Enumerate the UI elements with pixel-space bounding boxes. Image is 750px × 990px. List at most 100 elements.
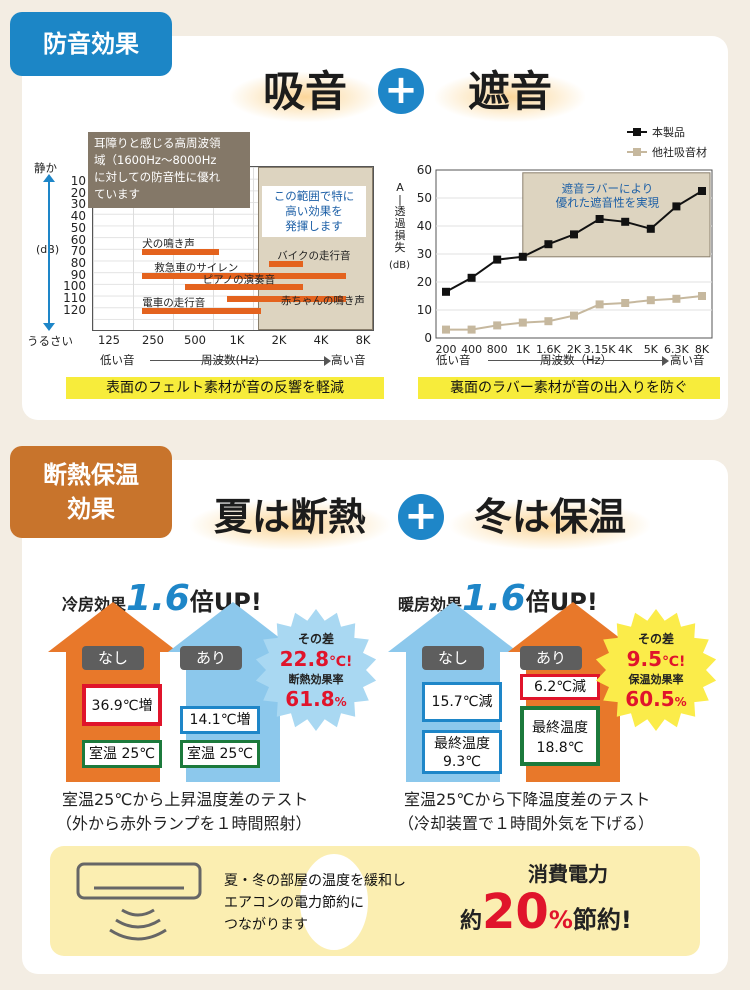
- left-note-line: に対しての防音性に優れ: [94, 170, 221, 184]
- left-range-label-line: 発揮します: [285, 219, 343, 233]
- legend-product: 本製品: [652, 126, 685, 139]
- legend-other: 他社吸音材: [652, 146, 707, 159]
- warm-diff-label: その差: [637, 632, 674, 646]
- plus-icon-2: +: [398, 494, 444, 540]
- right-y-label-line: A: [396, 181, 404, 194]
- energy-line2: エアコンの電力節約に: [224, 895, 364, 911]
- left-y-tick: 80: [70, 255, 86, 270]
- left-x-tick: 125: [98, 333, 120, 347]
- thermal-tag: 断熱保温 効果: [10, 446, 172, 538]
- energy-unit: %: [548, 906, 573, 934]
- warm-ratio: 1.6: [462, 578, 526, 619]
- energy-head: 消費電力: [528, 862, 608, 886]
- cool-rate-unit: %: [334, 695, 347, 709]
- left-y-tick: 50: [70, 220, 86, 235]
- series-point: [467, 273, 476, 282]
- left-y-tick: 100: [63, 279, 86, 294]
- word-insulate: 遮音: [467, 67, 552, 116]
- left-y-tick: 10: [70, 174, 86, 188]
- y-bottom-label: うるさい: [27, 334, 73, 348]
- energy-line3: つながります: [224, 917, 308, 933]
- sound-tag: 防音効果: [10, 12, 172, 76]
- warm-diff-unit: ℃!: [662, 654, 686, 670]
- warm-caption1: 室温25℃から下降温度差のテスト: [404, 790, 651, 809]
- left-x-tick: 1K: [229, 333, 245, 347]
- cool-diff-unit: ℃!: [329, 654, 353, 670]
- right-y-unit: (dB): [389, 260, 411, 271]
- right-range-label: 遮音ラバーにより優れた遮音性を実現: [556, 181, 660, 209]
- legend-product-square: [633, 128, 641, 136]
- series-point: [493, 321, 502, 330]
- noise-label: 赤ちゃんの鳴き声: [280, 295, 365, 307]
- series-point: [518, 252, 527, 261]
- noise-label: バイクの走行音: [277, 249, 351, 262]
- noise-range-bar: [142, 307, 262, 314]
- right-x-tick: 200: [436, 343, 457, 356]
- warm-without-badge: なし: [422, 646, 484, 670]
- word-absorb-glow: [230, 72, 380, 122]
- warm-without-value: 15.7℃減: [422, 682, 502, 722]
- noise-range-bar: [226, 296, 346, 302]
- y-arrow-down-icon: [43, 323, 55, 331]
- right-y-label-line: 損: [394, 229, 406, 242]
- series-point: [646, 296, 655, 305]
- right-y-tick: 10: [417, 303, 432, 317]
- cool-rate-label: 断熱効果率: [288, 673, 344, 686]
- warm-diff: その差 9.5℃! 保温効果率 60.5%: [604, 630, 708, 711]
- right-y-label: A | 透 過 損 失: [392, 182, 408, 254]
- warm-final1-value: 9.3℃: [443, 754, 481, 770]
- noise-label: 電車の走行音: [142, 296, 206, 309]
- series-point: [646, 224, 655, 233]
- series-point: [442, 287, 450, 296]
- word-summer: 夏は断熱: [213, 495, 366, 539]
- right-line-chart: 遮音ラバーにより優れた遮音性を実現 0 10 20 30 40 50 60 200 400 800 1…: [417, 163, 713, 356]
- energy-save: 約20%節約!: [460, 884, 632, 940]
- left-x-tick: 8K: [355, 333, 371, 347]
- left-y-tick: 70: [70, 244, 86, 259]
- right-x-tick: 1.6K: [536, 343, 561, 356]
- energy-pre: 約: [460, 909, 483, 934]
- cool-diff-label: その差: [297, 632, 334, 646]
- noise-range-bar: [184, 284, 304, 291]
- y-arrow-icon: [48, 178, 50, 324]
- thermal-tag-line: 断熱保温: [43, 461, 139, 489]
- left-note-line: 耳障りと感じる高周波領: [94, 136, 221, 150]
- series-point: [672, 202, 681, 211]
- series-point: [595, 300, 604, 309]
- noise-label: ピアノの演奏音: [202, 274, 276, 287]
- warm-with-value: 6.2℃減: [520, 674, 600, 700]
- series-point: [672, 294, 681, 303]
- cool-room2: 室温 25℃: [180, 740, 260, 768]
- right-y-tick: 40: [417, 219, 432, 233]
- series-point: [493, 255, 502, 264]
- right-y-label-line: |: [398, 193, 402, 206]
- series-point: [467, 325, 476, 334]
- cool-with-badge: あり: [180, 646, 242, 670]
- cool-room1: 室温 25℃: [82, 740, 162, 768]
- series-point: [698, 187, 706, 195]
- warm-caption2: （冷却装置で１時間外気を下げる）: [398, 814, 655, 833]
- thermal-tag-line: 効果: [67, 495, 115, 523]
- energy-circle: [300, 854, 368, 950]
- series-point: [544, 317, 553, 326]
- cool-starburst-icon: [255, 609, 377, 731]
- left-range-label-line: この範囲で特に: [273, 189, 355, 203]
- noise-range-bar: [269, 260, 304, 267]
- left-y-tick: 40: [70, 209, 86, 224]
- left-caption: 表面のフェルト素材が音の反響を軽減: [66, 377, 384, 399]
- word-winter-glow: [450, 500, 650, 550]
- right-x-arrow-icon: [488, 360, 666, 361]
- warm-rate-label: 保温効果率: [628, 673, 684, 686]
- right-x-tick: 2K: [567, 343, 582, 356]
- right-y-tick: 30: [417, 247, 432, 261]
- noise-range-bar: [142, 272, 346, 279]
- left-x-tick: 2K: [271, 333, 287, 347]
- energy-value: 20: [482, 884, 549, 940]
- right-y-tick: 60: [417, 163, 432, 177]
- left-note-box: 耳障りと感じる高周波領 域（1600Hz〜8000Hz に対しての防音性に優れ …: [88, 132, 250, 208]
- right-x-tick: 5K: [644, 343, 659, 356]
- energy-post: 節約!: [572, 906, 632, 934]
- noise-label: 救急車のサイレン: [154, 261, 239, 274]
- right-x-tick: 8K: [695, 343, 710, 356]
- cool-without-value: 36.9℃増: [82, 684, 162, 726]
